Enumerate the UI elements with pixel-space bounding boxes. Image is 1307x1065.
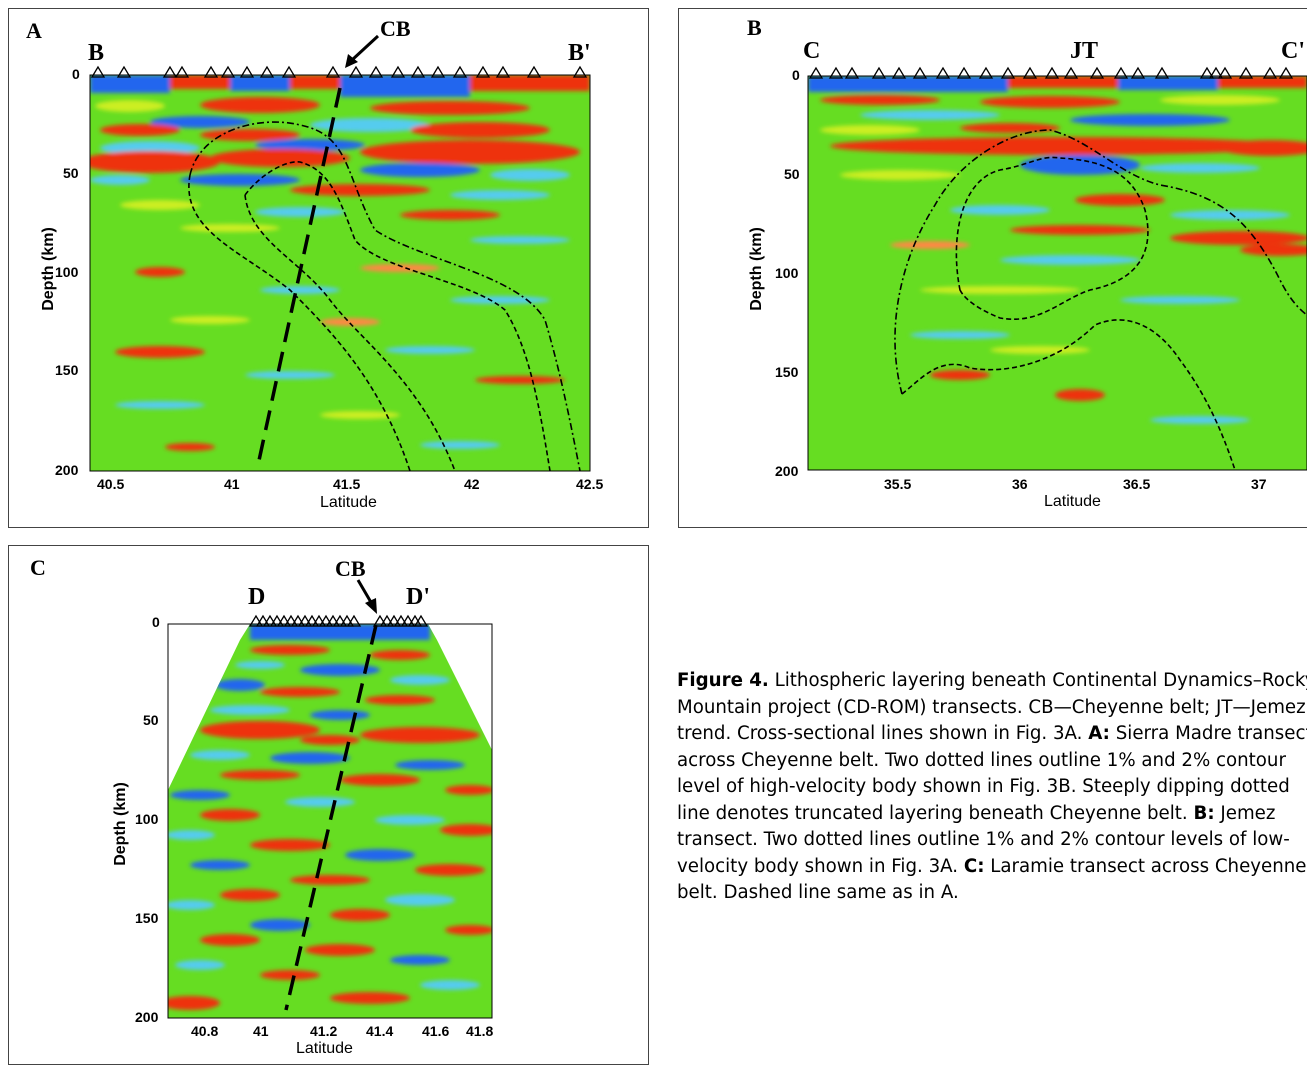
panel-c-ytick: 50 (143, 712, 159, 728)
panel-b-xtick: 37 (1251, 476, 1267, 492)
panel-c-stations (248, 614, 429, 627)
panel-a-ytick: 200 (55, 462, 79, 478)
caption-a-label: A: (1088, 723, 1110, 744)
panel-b-xtick: 36 (1012, 476, 1028, 492)
panel-a-ytick: 0 (72, 66, 80, 82)
panel-b-jt-label: JT (1070, 38, 1099, 64)
caption-b-label: B: (1193, 802, 1215, 824)
panel-b-xtick: 35.5 (884, 476, 912, 492)
panel-b-left-endpoint: C (803, 38, 821, 64)
panel-a-xtick: 42.5 (576, 476, 604, 492)
panel-a-left-endpoint: B (88, 40, 105, 66)
panel-a-letter: A (26, 18, 42, 43)
panel-b-ytick: 100 (775, 265, 799, 281)
panel-c-cb-label: CB (335, 556, 366, 581)
panel-a-stations (90, 65, 588, 78)
panel-c-left-endpoint: D (248, 584, 266, 610)
caption-c-text: Laramie transect across Cheyenne belt. D… (677, 855, 1307, 904)
panel-a-ytick: 50 (63, 165, 79, 181)
figure-caption: Figure 4. Lithospheric layering beneath … (677, 668, 1307, 907)
panel-a-right-endpoint: B' (568, 40, 591, 66)
panel-b-ytick: 150 (775, 364, 799, 380)
panel-c-right-endpoint: D' (406, 584, 430, 610)
panel-a-cb-label: CB (380, 16, 411, 41)
panel-a-xtick: 41 (224, 476, 240, 492)
panel-a-ytick: 100 (55, 264, 79, 280)
panel-b-stations (808, 66, 1294, 79)
panel-c-ytick: 200 (135, 1009, 159, 1025)
panel-b-ytick: 0 (792, 67, 800, 83)
panel-b-ytick: 200 (775, 463, 799, 479)
panel-c-xtick: 40.8 (191, 1023, 219, 1039)
panel-b-ytick: 50 (784, 166, 800, 182)
panel-c-ytick: 100 (135, 811, 159, 827)
panel-c-ytick: 0 (152, 614, 160, 630)
panel-a-xtick: 41.5 (333, 476, 361, 492)
panel-b-right-endpoint: C' (1281, 38, 1305, 64)
panel-b-letter: B (747, 15, 762, 40)
panel-a-ytick: 150 (55, 362, 79, 378)
panel-c-xtick: 41 (253, 1023, 269, 1039)
panel-c-xtick: 41.6 (422, 1023, 450, 1039)
panel-c-ytick: 150 (135, 910, 159, 926)
caption-intro: Lithospheric layering beneath Continenta… (677, 670, 1307, 744)
panel-b-xlabel: Latitude (1044, 493, 1101, 510)
panel-c-xtick: 41.2 (310, 1023, 338, 1039)
panel-a-xlabel: Latitude (320, 494, 377, 511)
panel-b-xtick: 36.5 (1123, 476, 1151, 492)
caption-figure-label: Figure 4. (677, 670, 769, 691)
caption-b-text: Jemez transect. Two dotted lines outline… (677, 802, 1290, 877)
panel-c-xtick: 41.4 (366, 1023, 394, 1039)
caption-a-text: Sierra Madre transect across Cheyenne be… (677, 723, 1307, 824)
panel-a-xtick: 40.5 (97, 476, 125, 492)
caption-c-label: C: (963, 855, 985, 877)
panel-a-xtick: 42 (464, 476, 480, 492)
panel-c-letter: C (30, 555, 46, 580)
panel-c-xtick: 41.8 (466, 1023, 494, 1039)
panel-c-xlabel: Latitude (296, 1040, 353, 1057)
